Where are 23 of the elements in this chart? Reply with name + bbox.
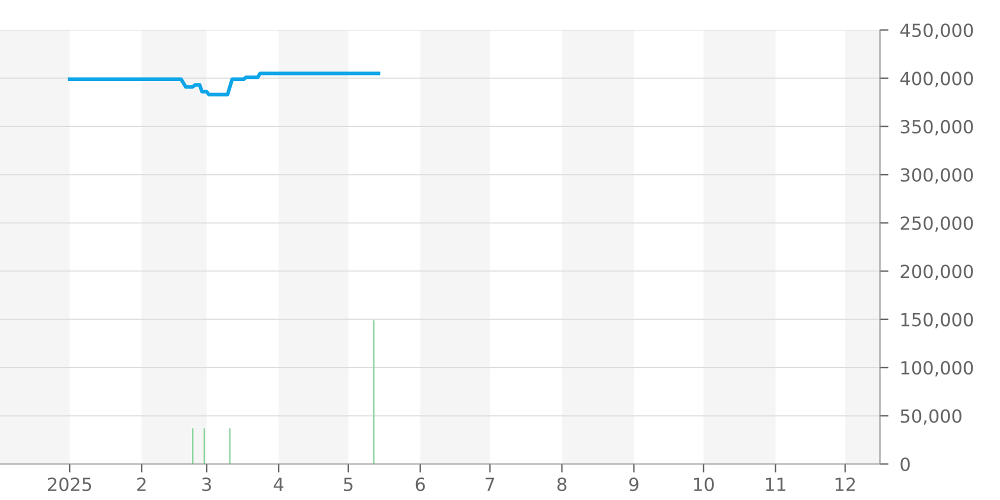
y-tick-label: 50,000: [900, 409, 962, 425]
y-tick-label: 250,000: [900, 216, 973, 232]
x-tick-label: 5: [344, 478, 352, 492]
y-tick-label: 150,000: [901, 312, 973, 328]
x-tick-label: 10: [694, 478, 714, 492]
x-tick-label: 2: [137, 478, 146, 491]
y-tick-label: 450,000: [900, 23, 973, 39]
x-tick-label: 6: [416, 478, 425, 492]
x-tick-label: 9: [629, 478, 638, 492]
x-tick-label: 7: [486, 478, 494, 491]
y-tick-label: 300,000: [900, 168, 973, 184]
y-tick-label: 350,000: [900, 120, 973, 136]
y-tick-label: 200,000: [900, 264, 973, 280]
y-tick-label: 0: [900, 457, 910, 472]
x-tick-label: 2025: [48, 478, 92, 492]
x-tick-label: 3: [202, 478, 211, 492]
x-tick-label: 8: [557, 478, 566, 492]
y-tick-label: 400,000: [900, 72, 973, 88]
x-tick-label: 4: [274, 478, 284, 491]
y-tick-label: 100,000: [901, 361, 973, 377]
x-tick-label: 12: [836, 478, 855, 491]
x-tick-label: 11: [766, 478, 786, 491]
line-series: [68, 72, 380, 96]
